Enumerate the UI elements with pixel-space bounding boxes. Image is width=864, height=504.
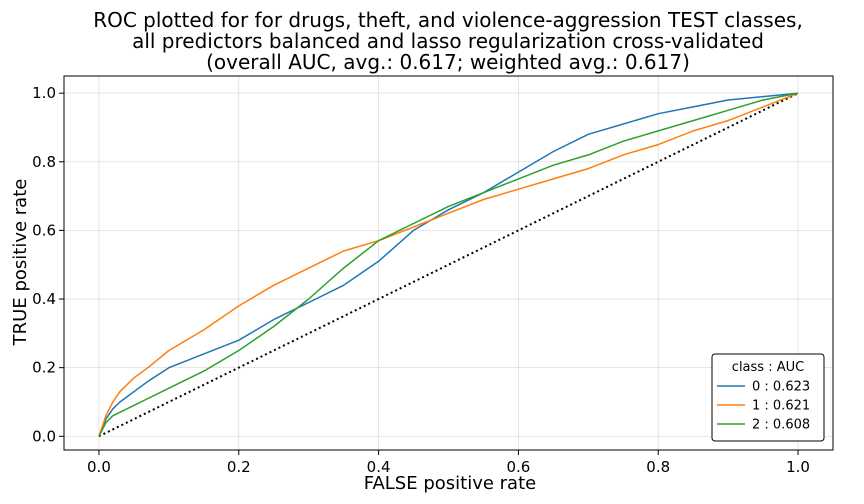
x-tick-label: 0.2	[227, 458, 251, 476]
y-axis-label: TRUE positive rate	[10, 179, 31, 347]
y-tick-label: 0.8	[32, 153, 56, 171]
y-tick-label: 0.4	[32, 290, 56, 308]
x-tick-label: 0.0	[87, 458, 111, 476]
chart-title: ROC plotted for for drugs, theft, and vi…	[93, 8, 803, 74]
y-tick-label: 0.6	[32, 221, 56, 239]
plot-frame	[63, 75, 834, 451]
y-tick-label: 0.0	[32, 427, 56, 445]
series-lines	[98, 92, 799, 437]
axis-ticks: 0.0 0.2 0.4 0.6 0.8 1.0 0.0 0.2 0.4 0.6 0.8 1.0	[32, 84, 810, 476]
x-tick-label: 0.6	[506, 458, 530, 476]
legend-title: class : AUC	[732, 360, 804, 375]
legend-entry-label: 2 : 0.608	[752, 418, 810, 433]
legend-entry-label: 1 : 0.621	[752, 399, 810, 414]
y-tick-label: 1.0	[32, 84, 56, 102]
legend-entry-label: 0 : 0.623	[752, 380, 810, 395]
legend-box	[711, 353, 825, 442]
y-tick-label: 0.2	[32, 359, 56, 377]
series-line-class-2	[98, 92, 799, 437]
x-axis-label: FALSE positive rate	[364, 473, 536, 494]
chance-diagonal-line	[98, 92, 799, 438]
series-line-class-0	[98, 92, 799, 437]
chart-title-line-3: (overall AUC, avg.: 0.617; weighted avg.…	[206, 50, 690, 74]
chart-title-line-1: ROC plotted for for drugs, theft, and vi…	[93, 8, 803, 32]
chart-title-line-2: all predictors balanced and lasso regula…	[132, 29, 764, 53]
legend-entries: 0 : 0.623 1 : 0.621 2 : 0.608	[717, 380, 810, 433]
reference-diagonal	[98, 92, 799, 438]
x-tick-label: 1.0	[786, 458, 810, 476]
grid	[64, 76, 833, 450]
x-tick-label: 0.8	[646, 458, 670, 476]
x-tick-label: 0.4	[367, 458, 391, 476]
legend: class : AUC 0 : 0.623 1 : 0.621 2 : 0.608	[711, 353, 825, 442]
